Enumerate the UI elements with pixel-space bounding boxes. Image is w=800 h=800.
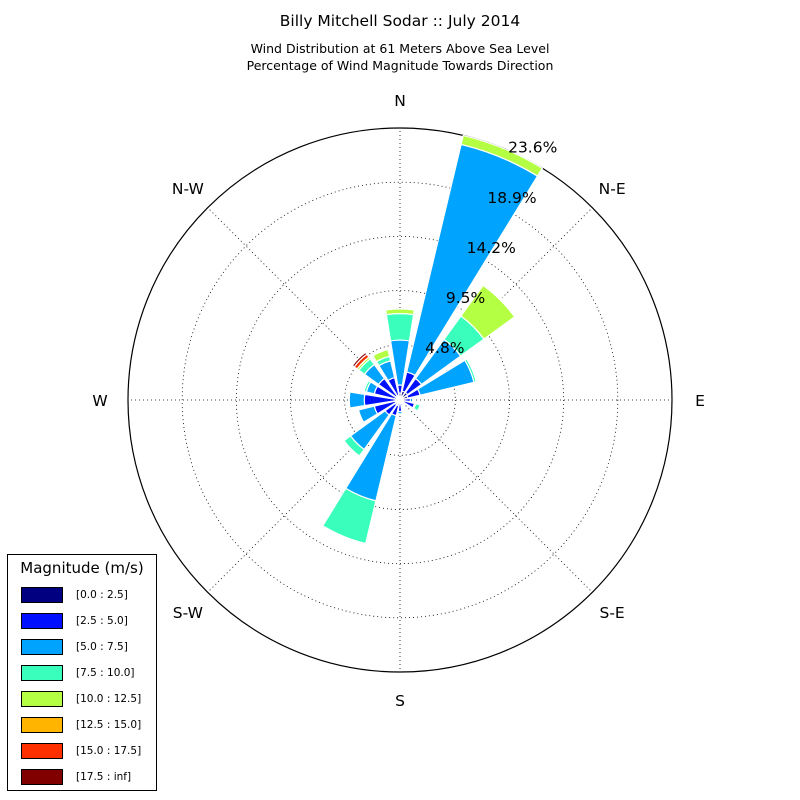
- direction-label-n: N: [394, 92, 406, 110]
- direction-label-n-e: N-E: [599, 180, 626, 198]
- wedge-sector-1-bin-4: [460, 134, 544, 177]
- ring-label: 9.5%: [446, 289, 485, 307]
- legend-swatch: [21, 743, 63, 759]
- legend-label: [17.5 : inf]: [76, 771, 132, 783]
- wedge-sector-0-bin-4: [384, 308, 416, 316]
- wedge-sector-5-bin-3: [412, 403, 421, 412]
- wedge-sector-2-bin-7: [483, 282, 518, 317]
- wedge-sector-3-bin-3: [463, 358, 477, 384]
- wedge-sector-12-bin-2: [348, 391, 366, 409]
- legend-label: [15.0 : 17.5]: [76, 745, 142, 757]
- legend-label: [0.0 : 2.5]: [76, 589, 128, 601]
- wedge-sector-8-bin-2: [397, 410, 403, 415]
- ring-label: 18.9%: [487, 189, 536, 207]
- ring-label: 23.6%: [508, 139, 557, 157]
- wedge-sector-11-bin-2: [357, 405, 379, 424]
- direction-label-s: S: [395, 692, 405, 710]
- legend-swatch: [21, 587, 63, 603]
- legend-swatch: [21, 613, 63, 629]
- wedge-sector-13-bin-3: [363, 379, 372, 393]
- grid-ring-2: [290, 290, 510, 510]
- legend-swatch: [21, 717, 63, 733]
- ring-label: 4.8%: [425, 339, 464, 357]
- grid-spoke: [399, 399, 593, 593]
- direction-label-n-w: N-W: [172, 180, 204, 198]
- direction-label-s-w: S-W: [173, 604, 203, 622]
- wedge-sector-10-bin-3: [343, 435, 365, 457]
- chart-subtitle-line-1: Wind Distribution at 61 Meters Above Sea…: [250, 41, 550, 56]
- legend-swatch: [21, 665, 63, 681]
- grid-spoke: [207, 207, 401, 401]
- chart-title: Billy Mitchell Sodar :: July 2014: [279, 12, 521, 30]
- legend-label: [2.5 : 5.0]: [76, 615, 128, 627]
- ring-label: 14.2%: [467, 239, 516, 257]
- legend: Magnitude (m/s) [0.0 : 2.5] [2.5 : 5.0] [5…: [7, 554, 157, 791]
- legend-swatch: [21, 691, 63, 707]
- legend-title: Magnitude (m/s): [20, 559, 144, 577]
- grid-ring-4: [181, 181, 619, 619]
- legend-label: [10.0 : 12.5]: [76, 693, 142, 705]
- direction-label-e: E: [695, 392, 705, 410]
- legend-swatch: [21, 769, 63, 785]
- legend-label: [12.5 : 15.0]: [76, 719, 142, 731]
- grid-spoke: [207, 399, 401, 593]
- wedge-sector-9-bin-3: [321, 487, 377, 545]
- wedge-sector-15-bin-4: [372, 348, 391, 363]
- legend-swatch: [21, 639, 63, 655]
- direction-label-s-e: S-E: [600, 604, 625, 622]
- grid-ring-3: [235, 235, 565, 565]
- chart-subtitle-line-2: Percentage of Wind Magnitude Towards Dir…: [246, 58, 554, 73]
- direction-label-w: W: [92, 392, 107, 410]
- wedge-sector-0-bin-3: [385, 312, 415, 342]
- legend-label: [7.5 : 10.0]: [76, 667, 135, 679]
- wedge-sector-4-bin-2: [409, 397, 414, 403]
- outer-circle: [127, 127, 673, 673]
- legend-label: [5.0 : 7.5]: [76, 641, 128, 653]
- wedge-sector-14-bin-7: [351, 351, 368, 368]
